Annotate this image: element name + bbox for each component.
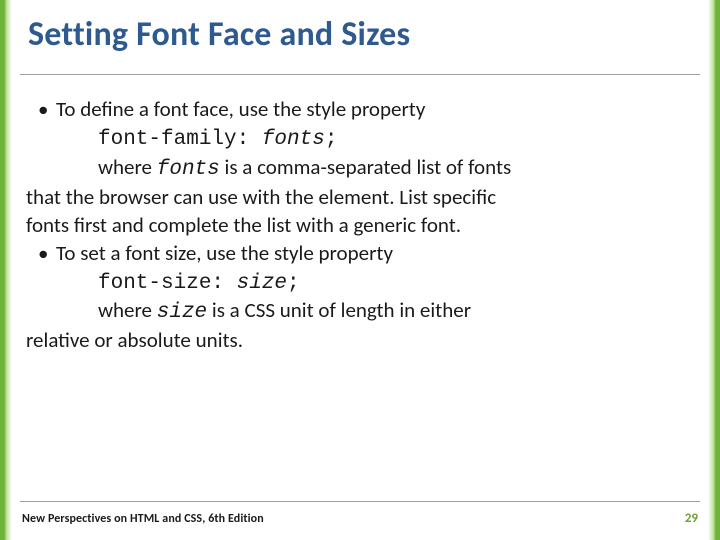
page-number: 29 — [685, 511, 698, 526]
bullet-lead: To set a font size, use the style proper… — [56, 240, 694, 268]
where-line: where size is a CSS unit of length in ei… — [26, 297, 694, 327]
bullet-lead: To define a font face, use the style pro… — [56, 96, 694, 124]
where-argument: size — [157, 301, 207, 324]
right-accent-strip — [708, 0, 720, 540]
code-argument: fonts — [262, 128, 325, 151]
where-prefix: where — [98, 154, 157, 180]
footer-rule — [20, 501, 700, 502]
code-property: font-family: — [98, 128, 262, 151]
slide-body: • To define a font face, use the style p… — [26, 96, 694, 355]
code-argument: size — [237, 272, 287, 295]
continuation-line: relative or absolute units. — [26, 327, 694, 355]
bullet-item: • To define a font face, use the style p… — [26, 96, 694, 124]
where-argument: fonts — [157, 158, 220, 181]
footer-text: New Perspectives on HTML and CSS, 6th Ed… — [22, 512, 264, 526]
continuation-line: fonts first and complete the list with a… — [26, 212, 694, 240]
where-suffix: is a CSS unit of length in either — [207, 297, 471, 323]
slide-title: Setting Font Face and Sizes — [28, 14, 692, 55]
continuation-line: that the browser can use with the elemen… — [26, 184, 694, 212]
bullet-marker: • — [26, 96, 56, 124]
code-terminator: ; — [287, 272, 300, 295]
bullet-marker: • — [26, 240, 56, 268]
code-line: font-family: fonts; — [26, 124, 694, 154]
where-prefix: where — [98, 297, 157, 323]
code-line: font-size: size; — [26, 268, 694, 298]
where-line: where fonts is a comma-separated list of… — [26, 154, 694, 184]
bullet-item: • To set a font size, use the style prop… — [26, 240, 694, 268]
code-terminator: ; — [325, 128, 338, 151]
title-underline — [20, 74, 700, 75]
left-accent-strip — [0, 0, 12, 540]
where-suffix: is a comma-separated list of fonts — [220, 154, 511, 180]
code-property: font-size: — [98, 272, 237, 295]
slide: Setting Font Face and Sizes • To define … — [0, 0, 720, 540]
